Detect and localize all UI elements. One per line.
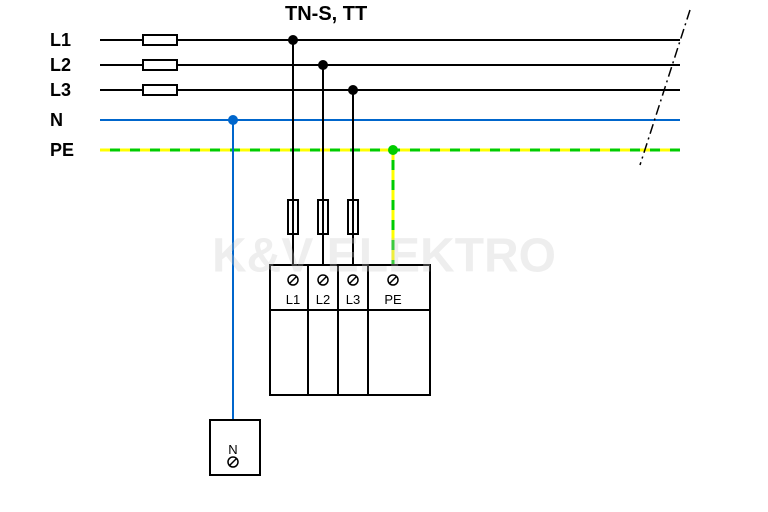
svg-text:L3: L3 [50,80,71,100]
svg-text:L2: L2 [50,55,71,75]
svg-text:N: N [50,110,63,130]
svg-text:L2: L2 [316,292,330,307]
svg-text:TN-S, TT: TN-S, TT [285,3,367,25]
svg-text:PE: PE [384,292,402,307]
svg-text:PE: PE [50,140,74,160]
svg-text:N: N [228,442,237,457]
svg-text:L1: L1 [286,292,300,307]
svg-text:L3: L3 [346,292,360,307]
wiring-diagram: TN-S, TT L1 L2 L3 N PE L1 L2 L3 PE N [0,0,768,512]
svg-text:L1: L1 [50,30,71,50]
